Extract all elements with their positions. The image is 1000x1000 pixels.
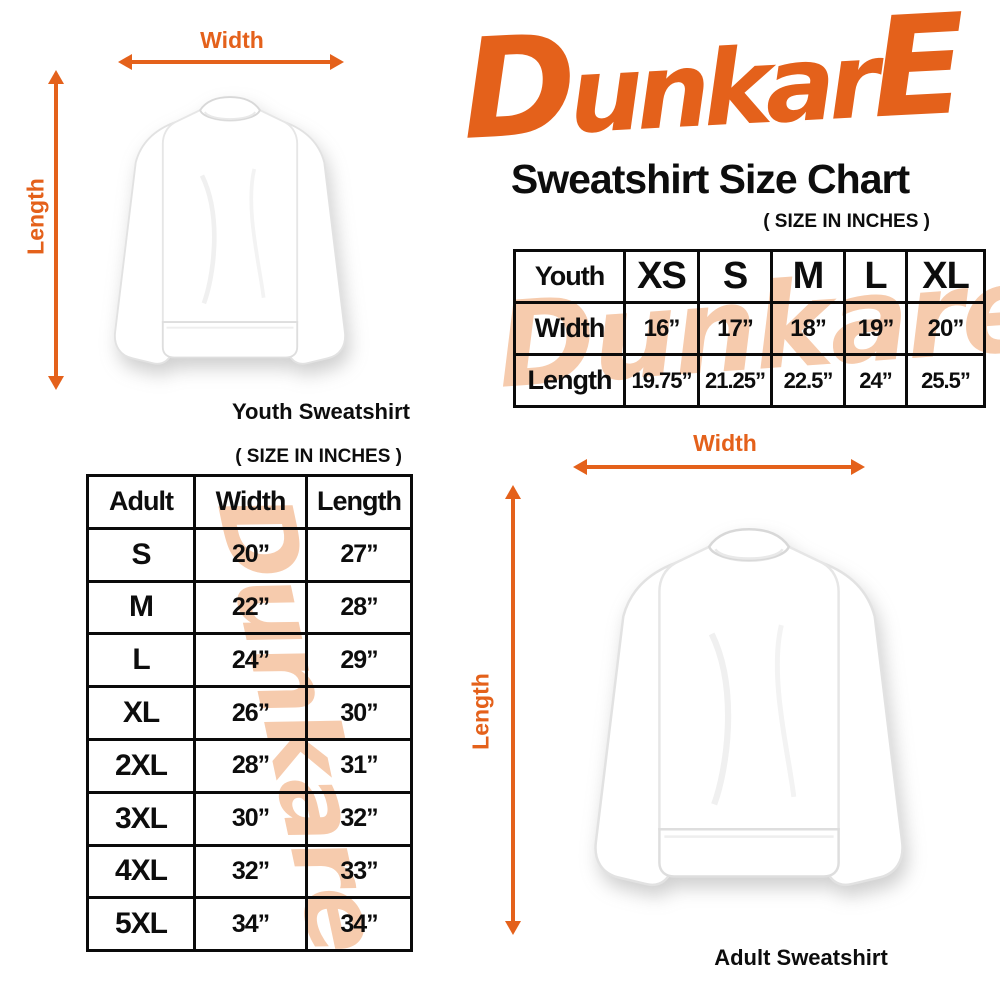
adult-width-value: 26” [193,685,308,741]
youth-width-row-label: Width [513,301,626,356]
adult-width-value: 30” [193,790,308,847]
adult-width-label: Width [693,430,757,456]
adult-length-value: 32” [305,790,413,847]
adult-size-label: S [86,526,196,583]
adult-length-arrow [511,497,515,923]
youth-table-header-row: Youth XS S M L XL [513,249,986,304]
youth-length-xl: 25.5” [905,353,986,408]
logo-letter-d: D [457,4,573,171]
adult-length-header: Length [305,474,413,530]
adult-size-label: 3XL [86,790,196,847]
youth-width-l: 19” [843,301,908,356]
adult-row-m: M 22” 28” [86,579,413,636]
youth-length-xs: 19.75” [623,353,700,408]
youth-length-s: 21.25” [697,353,773,408]
youth-size-xs: XS [623,249,700,304]
adult-width-value: 28” [193,737,308,794]
youth-sweatshirt-image [62,68,398,395]
logo-letter-e: E [867,0,963,150]
youth-size-xl: XL [905,249,986,304]
adult-size-label: XL [86,685,196,741]
adult-row-2xl: 2XL 28” 31” [86,737,413,794]
adult-length-value: 27” [305,526,413,583]
adult-row-xl: XL 26” 30” [86,685,413,741]
adult-length-value: 28” [305,579,413,636]
adult-width-value: 22” [193,579,308,636]
youth-size-l: L [843,249,908,304]
adult-size-label: 5XL [86,896,196,953]
youth-width-s: 17” [697,301,773,356]
adult-length-value: 34” [305,896,413,953]
adult-row-l: L 24” 29” [86,632,413,689]
adult-size-units-note: ( SIZE IN INCHES ) [235,446,402,467]
adult-sweatshirt-image [525,465,973,952]
adult-row-s: S 20” 27” [86,526,413,583]
youth-width-row: Width 16” 17” 18” 19” 20” [513,301,986,356]
adult-size-table: Adult Width Length S 20” 27” M 22” 28” L… [86,474,413,953]
youth-length-row-label: Length [513,353,626,408]
youth-width-arrow [130,60,332,64]
adult-width-arrow [585,465,853,469]
adult-length-label: Length [467,673,494,750]
brand-logo: DunkarE [425,0,996,171]
adult-caption: Adult Sweatshirt [714,945,888,970]
adult-length-value: 31” [305,737,413,794]
youth-size-s: S [697,249,773,304]
youth-size-table: Youth XS S M L XL Width 16” 17” 18” 19” … [513,249,986,408]
adult-size-label: M [86,579,196,636]
youth-length-arrow [54,82,58,378]
size-units-note: ( SIZE IN INCHES ) [763,211,930,232]
adult-row-3xl: 3XL 30” 32” [86,790,413,847]
adult-width-value: 32” [193,843,308,900]
adult-row-4xl: 4XL 32” 33” [86,843,413,900]
adult-length-value: 30” [305,685,413,741]
youth-width-xs: 16” [623,301,700,356]
youth-length-label: Length [22,178,49,255]
adult-width-value: 24” [193,632,308,689]
logo-middle: unkar [565,19,876,158]
adult-width-value: 20” [193,526,308,583]
youth-header-cell: Youth [513,249,626,304]
youth-size-m: M [770,249,846,304]
youth-width-label: Width [200,27,264,53]
youth-width-xl: 20” [905,301,986,356]
adult-length-value: 29” [305,632,413,689]
youth-length-row: Length 19.75” 21.25” 22.5” 24” 25.5” [513,353,986,408]
adult-header-cell: Adult [86,474,196,530]
adult-length-value: 33” [305,843,413,900]
adult-size-label: L [86,632,196,689]
page-title: Sweatshirt Size Chart [510,156,910,202]
adult-size-label: 4XL [86,843,196,900]
adult-size-label: 2XL [86,737,196,794]
adult-width-header: Width [193,474,308,530]
adult-width-value: 34” [193,896,308,953]
adult-row-5xl: 5XL 34” 34” [86,896,413,953]
adult-table-header-row: Adult Width Length [86,474,413,530]
youth-caption: Youth Sweatshirt [231,399,410,424]
youth-length-l: 24” [843,353,908,408]
youth-width-m: 18” [770,301,846,356]
youth-length-m: 22.5” [770,353,846,408]
